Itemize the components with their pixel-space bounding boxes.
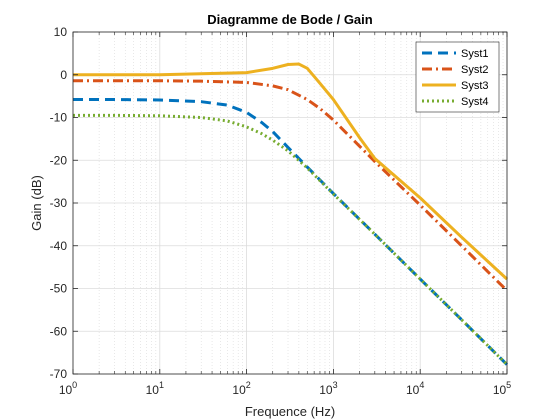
axes: [72, 31, 508, 375]
y-tick-label: -10: [50, 111, 68, 125]
series-layer: [73, 62, 509, 366]
y-tick-label: 10: [54, 25, 68, 39]
y-tick-label: 0: [60, 68, 67, 82]
x-tick-label-exponent: 0: [72, 380, 77, 390]
x-tick-label-base: 10: [406, 383, 420, 397]
x-axis-label: Frequence (Hz): [245, 404, 335, 419]
x-tick-label-exponent: 3: [333, 380, 338, 390]
legend: Syst1 Syst2 Syst3 Syst4: [415, 41, 500, 113]
x-tick-label: 101: [146, 380, 164, 397]
x-tick-label: 100: [59, 380, 77, 397]
y-tick-label: -20: [50, 153, 68, 167]
x-tick-label-base: 10: [59, 383, 73, 397]
tick-labels: 100 101 102 103 104 105100-10-20-30-40-50-60-…: [50, 25, 512, 397]
y-axis-label: Gain (dB): [29, 175, 44, 231]
x-tick-label-base: 10: [146, 383, 160, 397]
y-tick-label: -70: [50, 367, 68, 381]
x-tick-label-exponent: 1: [159, 380, 164, 390]
x-tick-label-exponent: 4: [419, 380, 424, 390]
series-line-Syst3: [73, 62, 509, 281]
x-tick-label: 104: [406, 380, 424, 397]
legend-label-Syst4: Syst4: [461, 96, 489, 108]
y-tick-label: -50: [50, 282, 68, 296]
series-line-Syst1: [73, 98, 509, 366]
x-tick-label: 103: [319, 380, 337, 397]
legend-label-Syst2: Syst2: [461, 64, 489, 76]
y-tick-label: -40: [50, 239, 68, 253]
x-tick-label-exponent: 5: [506, 380, 511, 390]
series-line-Syst2: [73, 79, 509, 292]
x-tick-label-exponent: 2: [246, 380, 251, 390]
y-tick-label: -60: [50, 324, 68, 338]
x-tick-label-base: 10: [232, 383, 246, 397]
chart-title: Diagramme de Bode / Gain: [207, 12, 372, 27]
x-tick-label: 102: [232, 380, 250, 397]
series-line-Syst4: [73, 113, 509, 366]
legend-label-Syst1: Syst1: [461, 48, 489, 60]
x-tick-label-base: 10: [493, 383, 507, 397]
y-tick-label: -30: [50, 196, 68, 210]
legend-label-Syst3: Syst3: [461, 80, 489, 92]
x-tick-label-base: 10: [319, 383, 333, 397]
x-tick-label: 105: [493, 380, 511, 397]
